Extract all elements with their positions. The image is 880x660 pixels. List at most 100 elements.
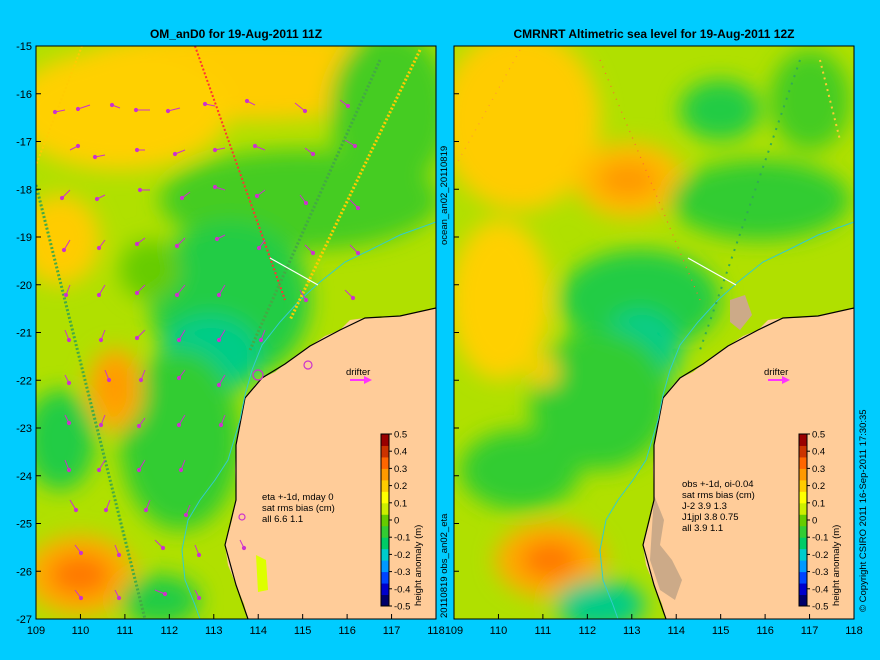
right-colorbar-tick-label: 0.1: [812, 498, 825, 509]
current-vector-head: [176, 375, 182, 381]
left-annotation-0: eta +-1d, mday 0: [262, 492, 334, 503]
current-vector-head: [133, 107, 139, 113]
current-vector-head: [310, 151, 316, 157]
current-vector-head: [116, 595, 122, 601]
current-vector-head: [98, 337, 104, 343]
current-vector-head: [254, 193, 260, 199]
current-vector: [77, 104, 91, 110]
left-colorbar-tick-label: 0.1: [394, 498, 407, 509]
left-xtick-label: 118: [427, 625, 445, 637]
right-panel: CMRNRT Altimetric sea level for 19-Aug-2…: [445, 27, 863, 637]
current-vector-head: [66, 337, 72, 343]
left-current-vectors: [52, 98, 361, 601]
right-xtick-label: 117: [801, 625, 819, 637]
left-panel: OM_anD0 for 19-Aug-2011 11Z: [16, 27, 445, 637]
left-colorbar-segment: [381, 548, 389, 561]
current-vector-head: [165, 108, 171, 114]
right-xtick-label: 118: [845, 625, 863, 637]
current-vector-head: [303, 200, 309, 206]
current-vector-head: [216, 337, 222, 343]
right-xtick-label: 115: [712, 625, 730, 637]
current-vector-head: [134, 241, 140, 247]
right-colorbar-segment: [799, 571, 807, 584]
current-vector-head: [179, 195, 185, 201]
current-vector-head: [52, 109, 58, 115]
right-colorbar-segment: [799, 434, 807, 446]
current-vector: [294, 102, 306, 112]
current-vector-head: [116, 552, 122, 558]
current-vector-head: [96, 245, 102, 251]
left-ytick-label: -20: [16, 280, 32, 292]
left-colorbar-tick-label: -0.1: [394, 533, 410, 544]
right-colorbar-segment: [799, 514, 807, 527]
right-xtick-label: 114: [667, 625, 685, 637]
left-colorbar-segment: [381, 445, 389, 458]
right-xtick-label: 110: [490, 625, 508, 637]
left-ytick-label: -24: [16, 471, 32, 483]
right-colorbar-segment: [799, 491, 807, 504]
current-vector-head: [355, 250, 361, 256]
current-vector-head: [256, 245, 262, 251]
left-ytick-label: -17: [16, 137, 32, 149]
left-colorbar-segment: [381, 594, 389, 607]
right-colorbar-segment: [799, 537, 807, 550]
left-colorbar-segment: [381, 491, 389, 504]
current-vector-head: [160, 545, 166, 551]
current-vector-head: [75, 143, 81, 149]
left-drifter-arrow: [350, 376, 372, 384]
right-colorbar-tick-label: -0.5: [812, 602, 828, 613]
current-vector-head: [103, 507, 109, 513]
right-colorbar-segment: [799, 548, 807, 561]
current-vector-head: [355, 205, 361, 211]
current-vector-head: [178, 467, 184, 473]
current-vector-head: [352, 143, 358, 149]
right-axis-ticks: 109 110 111 112 113 114 115 116 117 118: [445, 45, 863, 637]
right-xtick-label: 112: [579, 625, 597, 637]
current-vector-head: [183, 512, 189, 518]
right-panel-title: CMRNRT Altimetric sea level for 19-Aug-2…: [514, 27, 795, 41]
left-colorbar-label: height anomaly (m): [413, 525, 424, 606]
left-ytick-label: -26: [16, 566, 32, 578]
left-colorbar-tick-label: 0.4: [394, 447, 407, 458]
left-panel-title: OM_anD0 for 19-Aug-2011 11Z: [150, 27, 322, 41]
right-height-field: [454, 46, 850, 619]
left-xtick-label: 114: [249, 625, 267, 637]
current-vector-head: [176, 337, 182, 343]
left-colorbar-segment: [381, 571, 389, 584]
current-vector-head: [136, 423, 142, 429]
left-xtick-label: 113: [205, 625, 223, 637]
current-vector-head: [350, 295, 356, 301]
current-vector-head: [92, 154, 98, 160]
right-colorbar-segment: [799, 583, 807, 596]
current-vector-head: [218, 422, 224, 428]
current-vector-head: [162, 591, 168, 597]
left-ytick-label: -18: [16, 184, 32, 196]
current-vector-head: [134, 290, 140, 296]
left-colorbar: 0.5 0.4 0.3 0.2 0.1 0 -0.1 -0.2 -0.3 -0.4 -0.5heig…: [380, 430, 424, 613]
left-drifter-label: drifter: [346, 367, 370, 378]
right-colorbar-segment: [799, 456, 807, 469]
left-colorbar-tick-label: 0.5: [394, 430, 407, 441]
left-colorbar-segment: [381, 583, 389, 596]
left-axis-ticks: 109 110 111 112 113 114 115 116 117 118 -15 -16 -17 -…: [16, 41, 445, 637]
left-colorbar-segment: [381, 479, 389, 492]
current-vector-head: [143, 507, 149, 513]
left-ytick-label: -21: [16, 328, 32, 340]
current-vector-head: [138, 377, 144, 383]
right-colorbar-tick-label: -0.1: [812, 533, 828, 544]
side-label-bottom: 20110819 obs_an02_eta: [439, 513, 450, 618]
left-ytick-label: -27: [16, 614, 32, 626]
right-colorbar-segment: [799, 594, 807, 607]
right-drifter-arrow: [768, 376, 790, 384]
current-vector-head: [176, 422, 182, 428]
right-colorbar-tick-label: 0.3: [812, 464, 825, 475]
current-vector-head: [137, 187, 143, 193]
left-xtick-label: 112: [161, 625, 179, 637]
right-colorbar-segment: [799, 525, 807, 538]
left-colorbar-tick-label: -0.4: [394, 584, 410, 595]
left-ytick-label: -22: [16, 375, 32, 387]
current-vector-head: [136, 467, 142, 473]
right-colorbar: 0.5 0.4 0.3 0.2 0.1 0 -0.1 -0.2 -0.3 -0.4 -0.5heig…: [798, 430, 842, 613]
right-xtick-label: 111: [535, 625, 552, 637]
